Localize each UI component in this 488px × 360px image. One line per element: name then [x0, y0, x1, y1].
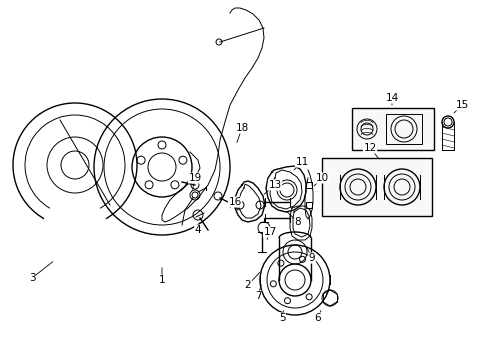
- Text: 15: 15: [454, 100, 468, 110]
- Text: 4: 4: [194, 225, 201, 235]
- Bar: [385, 114, 421, 144]
- Bar: [305, 202, 311, 208]
- Circle shape: [192, 192, 198, 198]
- Bar: [321, 158, 431, 216]
- Text: 18: 18: [235, 123, 248, 133]
- Text: 5: 5: [278, 313, 285, 323]
- Text: 16: 16: [228, 197, 241, 207]
- Text: 14: 14: [385, 93, 398, 103]
- Text: 1: 1: [159, 275, 165, 285]
- Text: 6: 6: [314, 313, 321, 323]
- Text: 10: 10: [315, 173, 328, 183]
- Text: 9: 9: [308, 253, 315, 263]
- Text: 11: 11: [295, 157, 308, 167]
- Text: 17: 17: [263, 227, 276, 237]
- Text: 3: 3: [29, 273, 35, 283]
- Text: 7: 7: [254, 291, 261, 301]
- Text: 13: 13: [268, 180, 281, 190]
- Bar: [305, 182, 311, 188]
- Text: 12: 12: [363, 143, 376, 153]
- Text: 2: 2: [244, 280, 251, 290]
- Bar: [351, 108, 433, 150]
- Text: 19: 19: [188, 173, 201, 183]
- Text: 8: 8: [294, 217, 301, 227]
